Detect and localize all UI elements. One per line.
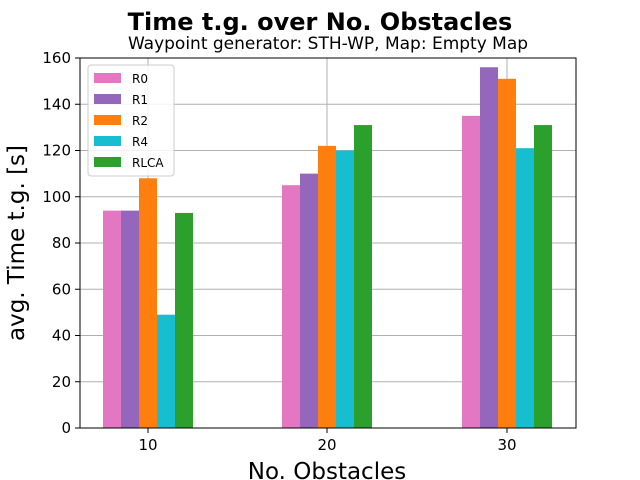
y-tick-label: 160 — [42, 49, 71, 67]
bar-r2-20 — [318, 145, 336, 428]
chart-subtitle: Waypoint generator: STH-WP, Map: Empty M… — [128, 34, 528, 54]
bar-r0-30 — [462, 115, 480, 428]
legend-box — [87, 64, 175, 177]
legend-label: R2 — [132, 114, 148, 128]
y-tick-label: 40 — [52, 327, 71, 345]
legend: R0 R1 R2 R4 RLCA — [87, 64, 175, 177]
bar-r4-20 — [336, 150, 354, 428]
bar-r4-30 — [516, 148, 534, 428]
x-axis-label: No. Obstacles — [248, 459, 406, 480]
legend-swatch — [94, 94, 121, 104]
bar-r1-20 — [300, 173, 318, 428]
y-axis-label: avg. Time t.g. [s] — [4, 145, 30, 341]
bar-rlca-20 — [354, 125, 372, 428]
legend-label: R4 — [132, 135, 148, 149]
y-tick-label: 80 — [52, 234, 71, 252]
x-tick-label: 10 — [138, 436, 157, 454]
legend-label: R1 — [132, 93, 148, 107]
chart-title: Time t.g. over No. Obstacles — [128, 8, 513, 36]
bar-r1-10 — [121, 210, 139, 428]
legend-swatch — [94, 73, 121, 83]
y-tick-label: 20 — [52, 373, 71, 391]
legend-swatch — [94, 136, 121, 146]
y-tick-label: 120 — [42, 142, 71, 160]
legend-label: R0 — [132, 72, 148, 86]
legend-swatch — [94, 157, 121, 167]
y-tick-label: 140 — [42, 95, 71, 113]
y-tick-label: 100 — [42, 188, 71, 206]
bars — [103, 67, 552, 428]
y-tick-label: 60 — [52, 280, 71, 298]
bar-r2-10 — [139, 178, 157, 428]
bar-r1-30 — [480, 67, 498, 428]
legend-swatch — [94, 115, 121, 125]
bar-rlca-10 — [175, 212, 193, 428]
x-tick-label: 30 — [497, 436, 516, 454]
bar-r2-30 — [498, 78, 516, 428]
ticks: 0 20 40 60 80 100 120 140 160 10 20 30 — [42, 49, 516, 454]
legend-label: RLCA — [132, 156, 164, 170]
bar-rlca-30 — [534, 125, 552, 428]
bar-r0-20 — [282, 185, 300, 428]
bar-r0-10 — [103, 210, 121, 428]
x-tick-label: 20 — [317, 436, 336, 454]
bar-r4-10 — [157, 314, 175, 428]
y-tick-label: 0 — [61, 419, 71, 437]
